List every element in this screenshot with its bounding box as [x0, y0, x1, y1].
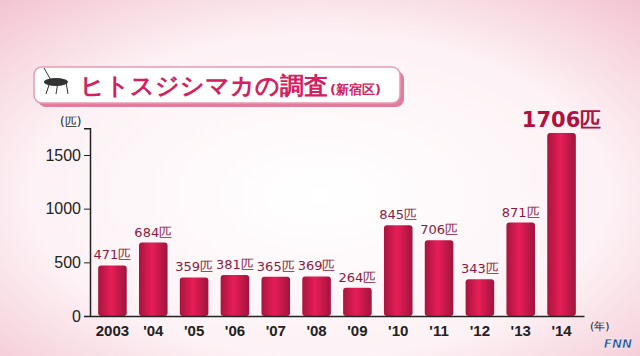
x-tick: '07: [266, 316, 286, 339]
y-tick: 0: [72, 308, 90, 325]
title-box: [34, 67, 400, 103]
icon-leg: [56, 82, 58, 94]
data-label: 369匹: [298, 258, 336, 273]
icon-leg: [46, 82, 50, 94]
x-tick-label: '14: [551, 322, 572, 339]
data-label: 381匹: [216, 257, 254, 272]
x-tick: '10: [388, 316, 408, 339]
data-labels: 471匹684匹 359匹381匹365匹369匹264匹 845匹706匹 343匹…: [94, 108, 602, 285]
x-tick: '09: [347, 316, 367, 339]
title-text: ヒトスジシマカの調査(新宿区): [80, 72, 381, 100]
y-tick: 1500: [45, 147, 90, 164]
bar: [180, 277, 209, 316]
y-tick-label: 1000: [45, 200, 81, 217]
x-tick-label: 2003: [96, 322, 129, 339]
x-tick: '11: [429, 316, 448, 339]
icon-body: [44, 78, 68, 86]
x-tick-label: '06: [225, 322, 245, 339]
y-axis-label: (匹): [60, 115, 81, 129]
background: [0, 0, 640, 356]
bar: [343, 288, 372, 316]
data-label: 471匹: [94, 247, 132, 262]
data-label: 359匹: [175, 259, 213, 274]
x-tick-label: '12: [470, 322, 490, 339]
x-tick: '06: [225, 316, 245, 339]
bar: [139, 243, 168, 316]
data-label: 871匹: [502, 205, 540, 220]
data-label: 1706匹: [522, 108, 601, 132]
data-label: 684匹: [134, 225, 172, 240]
x-tick-label: '13: [511, 322, 531, 339]
subtitle: (新宿区): [330, 82, 381, 97]
x-tick: '13: [511, 316, 531, 339]
x-axis-line: [91, 316, 585, 318]
bar: [425, 240, 454, 316]
x-tick: 2003: [96, 316, 129, 339]
y-tick: 500: [54, 254, 90, 271]
data-label: 365匹: [257, 259, 295, 274]
logo: FNN: [604, 337, 632, 351]
icon-leg: [44, 68, 52, 82]
data-label: 706匹: [420, 222, 458, 237]
x-tick: '14: [551, 316, 572, 339]
mosquito-icon: [44, 68, 68, 94]
data-label: 343匹: [461, 261, 499, 276]
x-tick-label: '07: [266, 322, 286, 339]
bar: [506, 223, 535, 316]
bar: [384, 225, 413, 316]
y-tick-mark: [84, 155, 90, 156]
x-tick-label: '05: [184, 322, 204, 339]
x-tick: '04: [143, 316, 164, 339]
bar: [98, 265, 127, 316]
y-axis: 0 500 1000 1500: [45, 129, 90, 325]
y-tick-label: 500: [54, 254, 81, 271]
data-label: 264匹: [338, 270, 376, 285]
x-tick-label: '04: [143, 322, 164, 339]
x-tick: '08: [306, 316, 326, 339]
chart: ヒトスジシマカの調査(新宿区) 0 500 1000 1500 2003 '04 '05 '06…: [0, 0, 640, 356]
x-axis-label: (年): [590, 320, 610, 333]
y-axis-line: [84, 129, 91, 317]
x-tick-label: '08: [306, 322, 326, 339]
y-tick-mark: [84, 262, 90, 263]
title: ヒトスジシマカの調査: [80, 72, 328, 100]
y-tick: 1000: [45, 200, 90, 217]
y-tick-mark: [84, 316, 90, 317]
bar: [261, 277, 290, 316]
x-tick: '05: [184, 316, 204, 339]
data-label: 845匹: [379, 207, 417, 222]
y-tick-label: 0: [72, 308, 81, 325]
x-tick-label: '11: [429, 322, 448, 339]
y-tick-mark: [84, 209, 90, 210]
title-group: ヒトスジシマカの調査(新宿区): [34, 67, 404, 107]
x-axis: 2003 '04 '05 '06 '07 '08 '09 '10 '11 '12 '13 '14: [91, 316, 585, 339]
x-tick: '12: [470, 316, 490, 339]
bar: [547, 133, 576, 316]
icon-leg: [66, 82, 68, 94]
bar: [221, 275, 250, 316]
x-tick-label: '10: [388, 322, 408, 339]
x-tick-label: '09: [347, 322, 367, 339]
bar: [466, 279, 495, 316]
bars: [98, 133, 576, 316]
bar: [302, 276, 331, 316]
y-tick-label: 1500: [45, 147, 81, 164]
